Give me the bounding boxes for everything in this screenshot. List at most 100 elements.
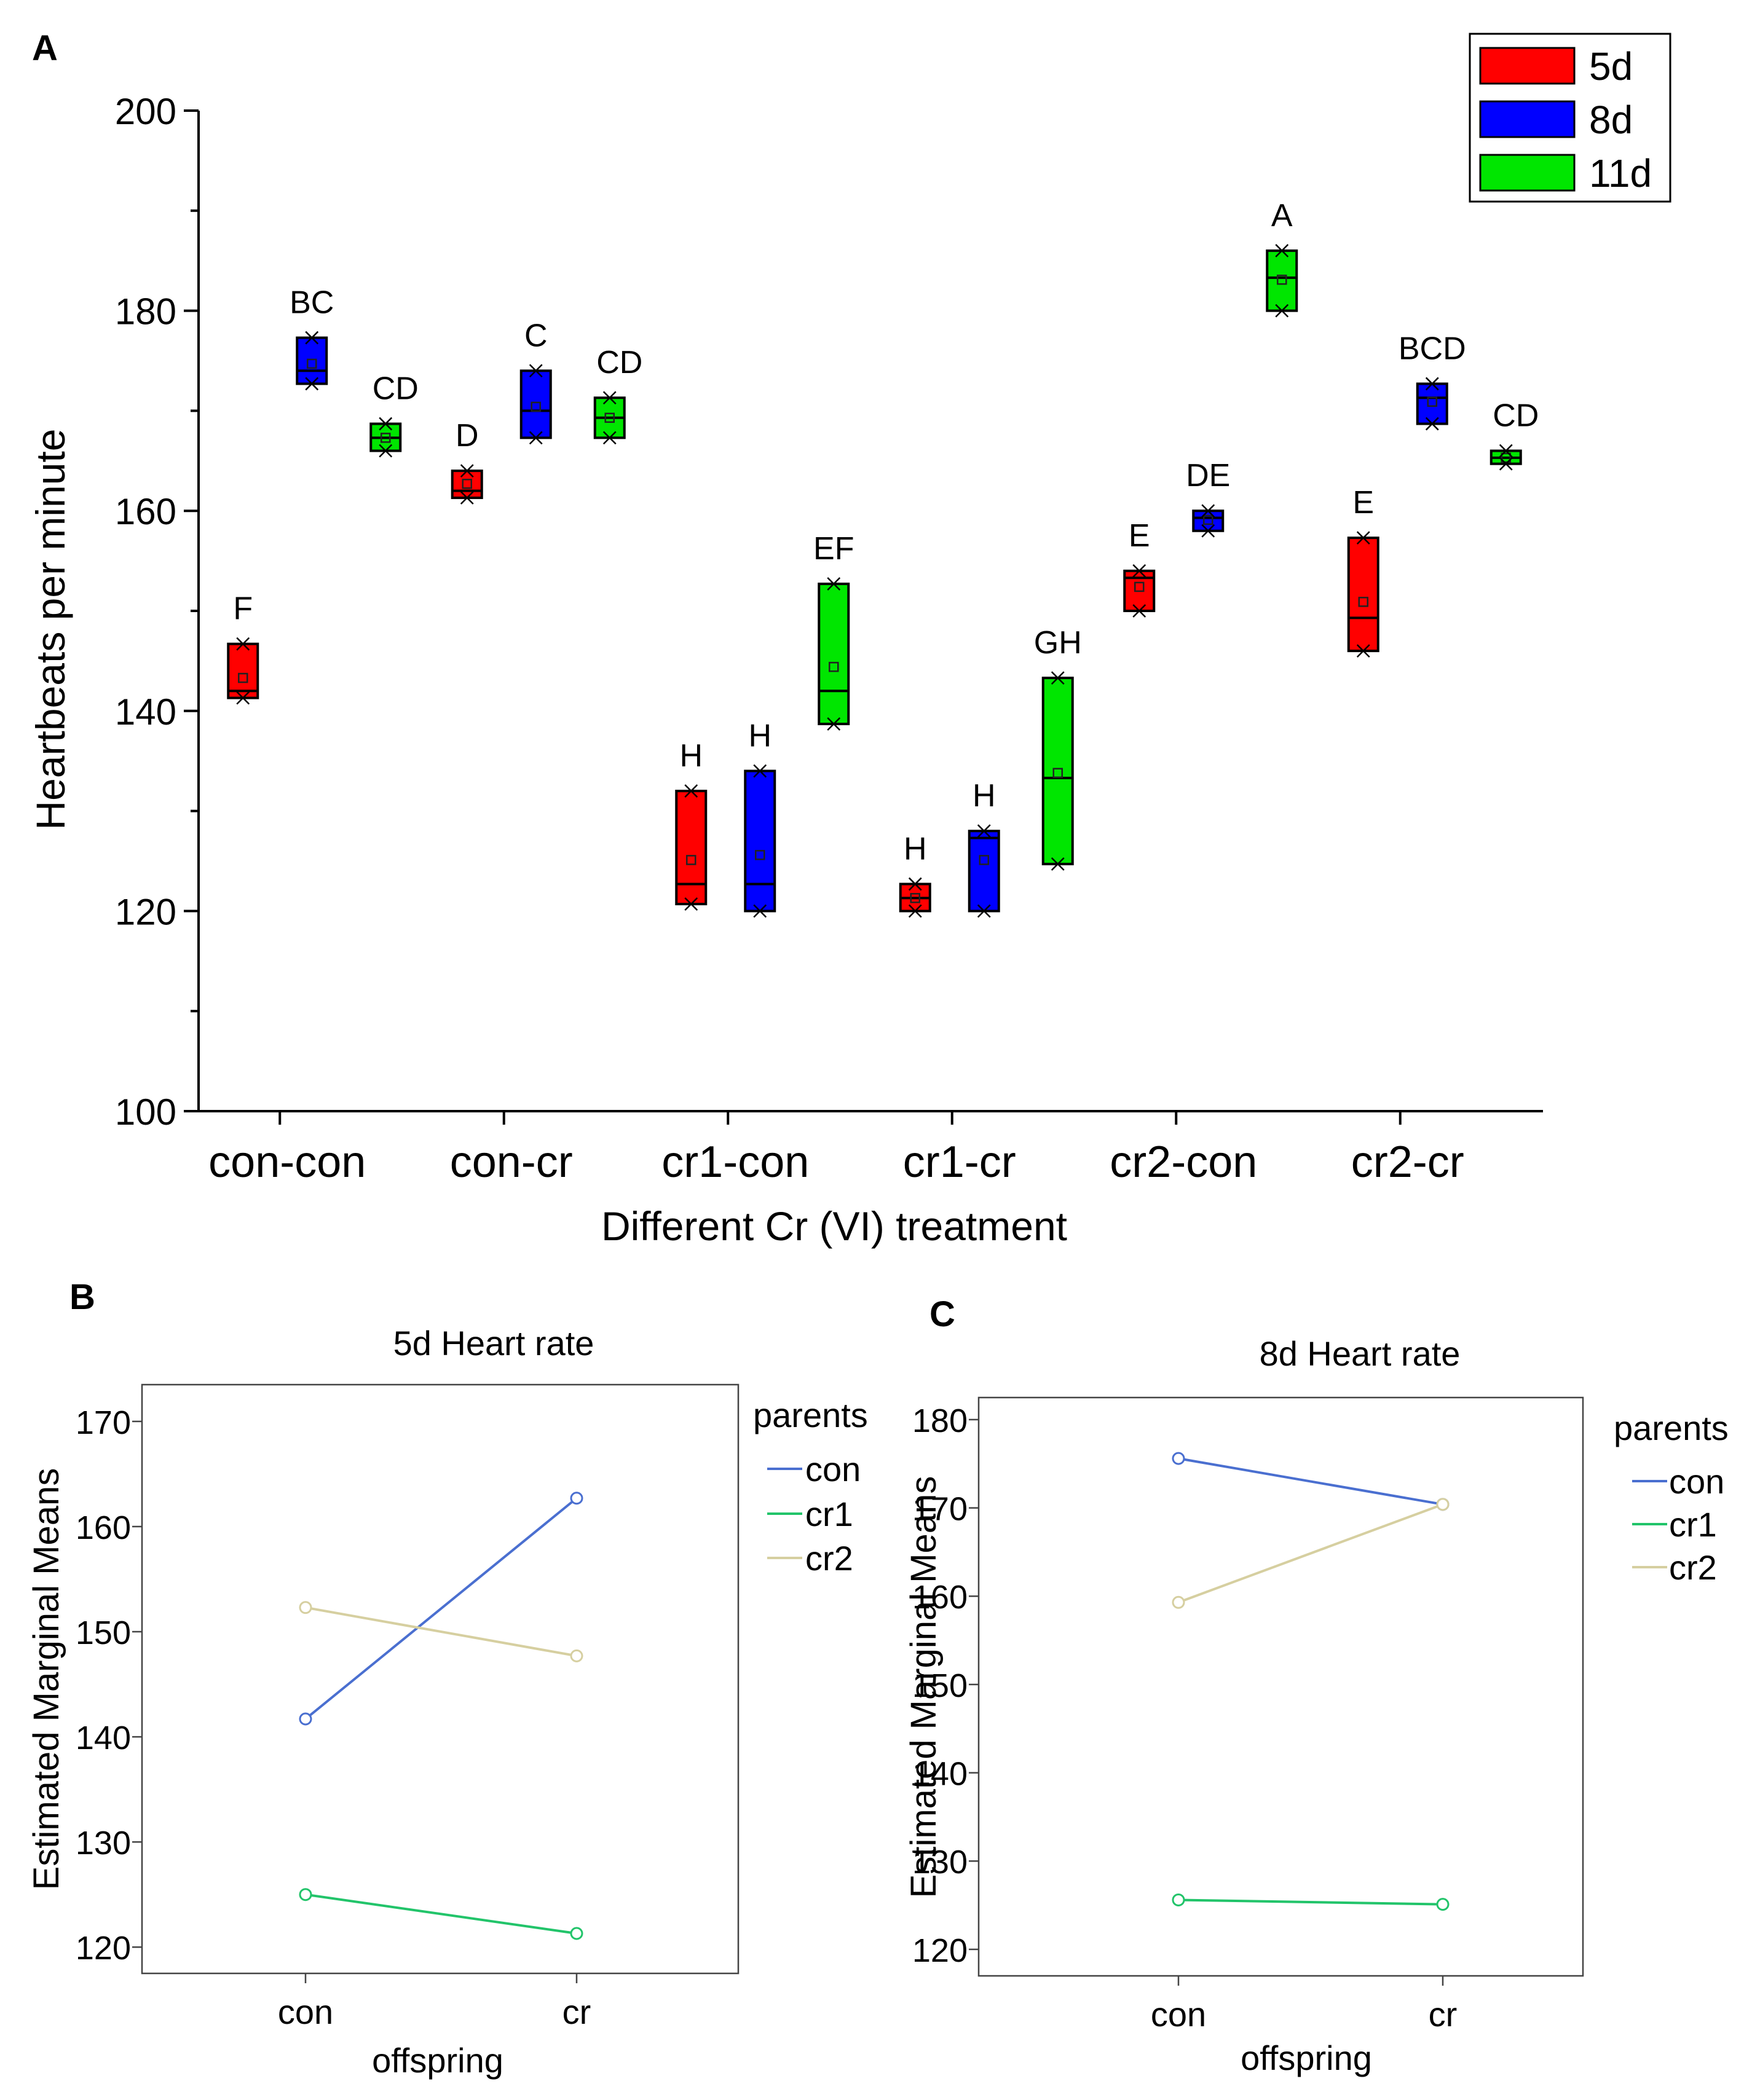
significance-label: E xyxy=(1129,518,1150,554)
significance-label: BC xyxy=(290,285,334,321)
x-tick-label: cr1-con xyxy=(661,1138,809,1187)
box-8d-cr1-cr: H xyxy=(968,778,1000,918)
box-body xyxy=(968,830,1000,913)
box-extreme-marker xyxy=(236,637,250,651)
y-tick-label: 120 xyxy=(912,1932,968,1969)
y-tick-label: 170 xyxy=(76,1404,131,1441)
y-tick-label: 120 xyxy=(76,1930,131,1967)
panel-c-y-axis-label: Estimated Marginal Means xyxy=(904,1476,944,1898)
box-body xyxy=(1347,537,1379,653)
y-tick-label: 160 xyxy=(76,1509,131,1546)
box-8d-cr1-con: H xyxy=(744,718,776,918)
box-body xyxy=(744,769,776,913)
y-tick-label: 200 xyxy=(115,91,176,132)
box-extreme-marker xyxy=(1356,531,1370,545)
box-5d-cr1-con: H xyxy=(675,738,708,911)
series-point xyxy=(1172,1893,1185,1906)
x-tick-label: con-con xyxy=(208,1138,366,1187)
box-body xyxy=(519,369,552,439)
y-tick-label: 180 xyxy=(115,291,176,332)
x-tick-label: con-cr xyxy=(450,1138,573,1187)
panel-c-legend: parents con cr1 cr2 xyxy=(1614,1409,1729,1587)
box-5d-con-cr: D xyxy=(451,418,483,505)
panel-b-legend: parents con cr1 cr2 xyxy=(753,1396,868,1578)
box-extreme-marker xyxy=(1132,564,1146,578)
box-mean-marker xyxy=(1203,514,1213,525)
series-line xyxy=(305,1606,577,1658)
series-line xyxy=(1178,1503,1443,1604)
significance-label: C xyxy=(524,318,548,353)
y-tick-label: 130 xyxy=(912,1844,968,1881)
y-tick-label: 130 xyxy=(76,1825,131,1862)
box-body xyxy=(451,470,483,500)
y-tick-label: 140 xyxy=(76,1720,131,1756)
box-8d-cr2-con: DE xyxy=(1186,458,1230,538)
box-mean-marker xyxy=(1134,581,1145,592)
box-extreme-marker xyxy=(753,904,767,918)
series-line xyxy=(305,1893,577,1935)
series-point xyxy=(570,1927,583,1940)
box-extreme-marker xyxy=(602,431,617,445)
panel-b-lines xyxy=(299,1492,583,1940)
series-point xyxy=(570,1492,583,1505)
panel-a-axes: 100 120 140 160 180 200 con-con con-cr cr1-con cr… xyxy=(115,91,1543,1187)
box-body xyxy=(675,790,708,906)
box-extreme-marker xyxy=(602,391,617,405)
series-point xyxy=(1172,1452,1185,1465)
box-mean-marker xyxy=(462,478,472,489)
box-extreme-marker xyxy=(684,784,698,798)
x-tick-label: cr xyxy=(562,1992,591,2031)
panel-b-legend-title: parents xyxy=(753,1396,868,1434)
x-tick-label: cr2-con xyxy=(1110,1138,1257,1187)
series-line xyxy=(304,1497,578,1720)
box-mean-marker xyxy=(238,672,248,683)
panel-c-legend-title: parents xyxy=(1614,1409,1729,1447)
significance-label: E xyxy=(1352,485,1374,521)
series-line xyxy=(1178,1457,1443,1506)
significance-label: A xyxy=(1271,198,1293,234)
box-extreme-marker xyxy=(1356,644,1370,658)
panel-a-label: A xyxy=(32,28,58,68)
box-11d-cr1-cr: GH xyxy=(1034,625,1082,871)
legend-label-con: con xyxy=(1669,1462,1724,1501)
box-11d-cr1-con: EF xyxy=(813,531,854,731)
panel-a-legend: 5d 8d 11d xyxy=(1469,33,1671,203)
legend-label-con: con xyxy=(805,1450,861,1488)
significance-label: CD xyxy=(1493,398,1539,434)
series-point xyxy=(1436,1498,1450,1511)
panel-a-y-axis-label: Heartbeats per minute xyxy=(28,428,73,830)
series-point xyxy=(1172,1595,1185,1609)
box-extreme-marker xyxy=(236,691,250,705)
box-extreme-marker xyxy=(460,464,474,478)
panel-c-plot-frame xyxy=(977,1396,1584,1977)
y-tick-label: 150 xyxy=(76,1614,131,1651)
series-line xyxy=(1178,1898,1443,1906)
box-extreme-marker xyxy=(1201,524,1215,538)
box-body xyxy=(818,583,850,725)
box-extreme-marker xyxy=(305,377,319,391)
box-mean-marker xyxy=(979,855,989,865)
significance-label: CD xyxy=(373,371,419,407)
box-extreme-marker xyxy=(460,491,474,505)
series-point xyxy=(299,1888,312,1901)
series-cr2 xyxy=(299,1601,583,1662)
box-extreme-marker xyxy=(908,904,922,918)
legend-label-11d: 11d xyxy=(1589,151,1652,195)
box-extreme-marker xyxy=(379,417,393,431)
significance-label: CD xyxy=(596,345,642,380)
box-extreme-marker xyxy=(1499,444,1513,458)
box-body xyxy=(1192,509,1225,532)
x-tick-label: cr1-cr xyxy=(903,1138,1016,1187)
panel-b-y-axis-label: Estimated Marginal Means xyxy=(26,1468,66,1890)
panel-b-axes: 120 130 140 150 160 170 con cr xyxy=(76,1404,591,2031)
series-point xyxy=(299,1601,312,1614)
box-5d-cr1-cr: H xyxy=(899,831,931,918)
box-mean-marker xyxy=(686,855,696,865)
y-tick-label: 160 xyxy=(115,491,176,532)
series-con xyxy=(299,1492,583,1726)
significance-label: EF xyxy=(813,531,854,567)
box-body xyxy=(1041,677,1074,865)
box-mean-marker xyxy=(1052,768,1063,778)
